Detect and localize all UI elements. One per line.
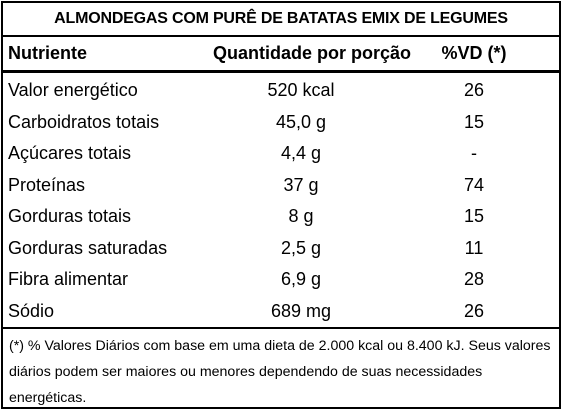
table-row: Proteínas 37 g 74 xyxy=(3,170,559,202)
header-cell: %VD (*) xyxy=(441,43,507,63)
table-cell: Fibra alimentar xyxy=(8,269,129,289)
table-cell: 15 xyxy=(463,111,485,132)
table-row: Gorduras totais 8 g 15 xyxy=(3,201,559,233)
footnotes: (*) % Valores Diários com base em uma di… xyxy=(3,329,559,411)
table-cell: 6,9 g xyxy=(280,269,322,289)
table-cell: 45,0 g xyxy=(275,111,327,132)
table-cell: Valor energético xyxy=(8,80,138,100)
table-row: Sódio 689 mg 26 xyxy=(3,296,559,328)
table-cell: 26 xyxy=(463,300,485,321)
table-cell: Açúcares totais xyxy=(8,143,132,163)
table-row: Gorduras saturadas 2,5 g 11 xyxy=(3,233,559,265)
table-cell: 15 xyxy=(463,206,485,226)
table-cell: 28 xyxy=(463,269,485,289)
header-row: Nutriente Quantidade por porção %VD (*) xyxy=(3,37,559,73)
table-body: Valor energético 520 kcal 26 Carboidratos t… xyxy=(3,73,559,329)
table-cell: 11 xyxy=(464,237,484,258)
table-cell: Gorduras saturadas xyxy=(8,237,168,258)
header-cell: Quantidade por porção xyxy=(213,43,412,63)
table-cell: Carboidratos totais xyxy=(8,111,160,132)
footnote: Seus valores diários podem ser maiores o… xyxy=(9,338,551,406)
table-cell: 2,5 g xyxy=(280,237,322,258)
table-cell: Gorduras totais xyxy=(8,206,132,226)
table-cell: 26 xyxy=(463,80,485,100)
table-cell: - xyxy=(471,143,477,163)
table-cell: 4,4 g xyxy=(280,143,322,163)
title: ALMONDEGAS COM PURÊ DE BATATAS EMIX DE L… xyxy=(3,3,559,37)
table-cell: 520 kcal xyxy=(267,80,335,100)
table-row: Carboidratos totais 45,0 g 15 xyxy=(3,107,559,139)
footnote: (*) % Valores Diários com base em uma di… xyxy=(9,338,465,354)
table-cell: 74 xyxy=(463,174,485,195)
table-row: Fibra alimentar 6,9 g 28 xyxy=(3,264,559,296)
table-cell: 8 g xyxy=(288,206,314,226)
header-cell: Nutriente xyxy=(8,43,88,63)
table-cell: Proteínas xyxy=(8,174,86,195)
table-cell: 689 mg xyxy=(270,300,332,321)
table-row: Açúcares totais 4,4 g - xyxy=(3,138,559,170)
table-row: Valor energético 520 kcal 26 xyxy=(3,75,559,107)
table-cell: 37 g xyxy=(283,174,319,195)
table-cell: Sódio xyxy=(8,300,55,321)
